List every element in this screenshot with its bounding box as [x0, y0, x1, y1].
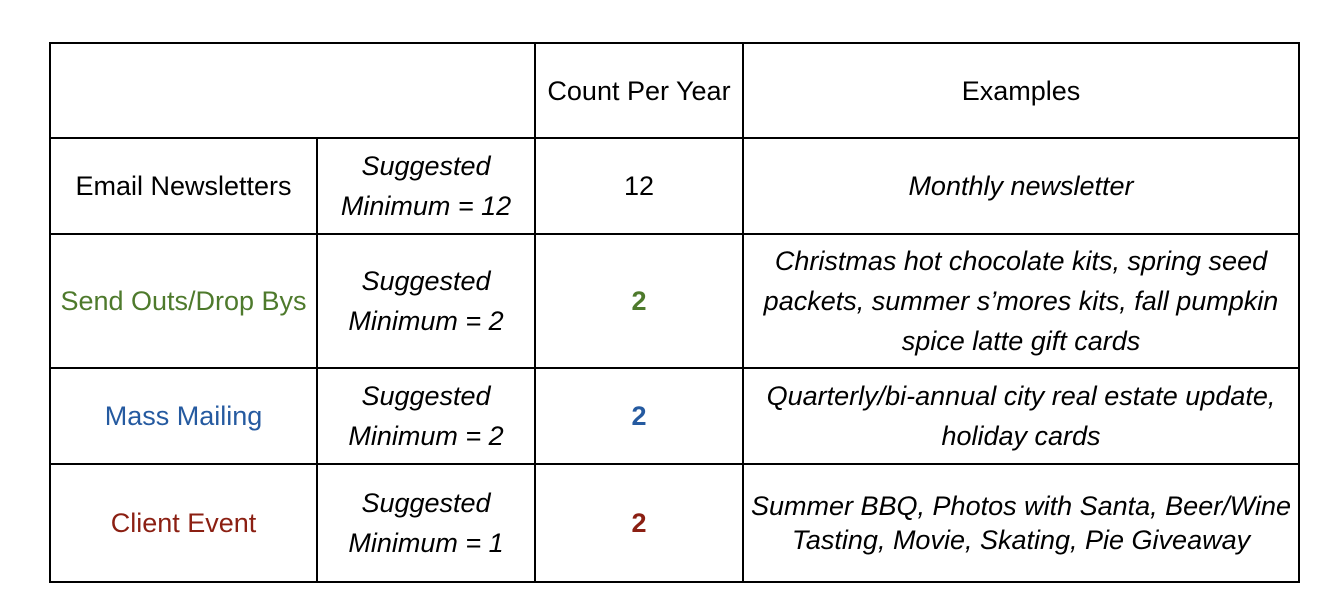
count-value: 2	[534, 367, 744, 465]
count-value: 2	[534, 463, 744, 583]
examples-text: Monthly newsletter	[742, 137, 1300, 235]
table-row: Email Newsletters Suggested Minimum = 12…	[49, 137, 1300, 235]
header-count-per-year: Count Per Year	[534, 42, 744, 139]
category-client-event: Client Event	[49, 463, 318, 583]
examples-text: Quarterly/bi-annual city real estate upd…	[742, 367, 1300, 465]
category-mass-mailing: Mass Mailing	[49, 367, 318, 465]
suggested-minimum: Suggested Minimum = 2	[316, 367, 536, 465]
count-value: 12	[534, 137, 744, 235]
header-examples: Examples	[742, 42, 1300, 139]
marketing-touchpoints-table: Count Per Year Examples Email Newsletter…	[49, 42, 1300, 583]
table-row: Client Event Suggested Minimum = 1 2 Sum…	[49, 463, 1300, 583]
suggested-minimum: Suggested Minimum = 12	[316, 137, 536, 235]
header-blank-cell	[49, 42, 536, 139]
suggested-minimum: Suggested Minimum = 1	[316, 463, 536, 583]
suggested-minimum: Suggested Minimum = 2	[316, 233, 536, 369]
category-send-outs-drop-bys: Send Outs/Drop Bys	[49, 233, 318, 369]
header-row: Count Per Year Examples	[49, 42, 1300, 139]
table-row: Mass Mailing Suggested Minimum = 2 2 Qua…	[49, 367, 1300, 465]
examples-text: Christmas hot chocolate kits, spring see…	[742, 233, 1300, 369]
category-email-newsletters: Email Newsletters	[49, 137, 318, 235]
table-row: Send Outs/Drop Bys Suggested Minimum = 2…	[49, 233, 1300, 369]
examples-text: Summer BBQ, Photos with Santa, Beer/Wine…	[742, 463, 1300, 583]
count-value: 2	[534, 233, 744, 369]
